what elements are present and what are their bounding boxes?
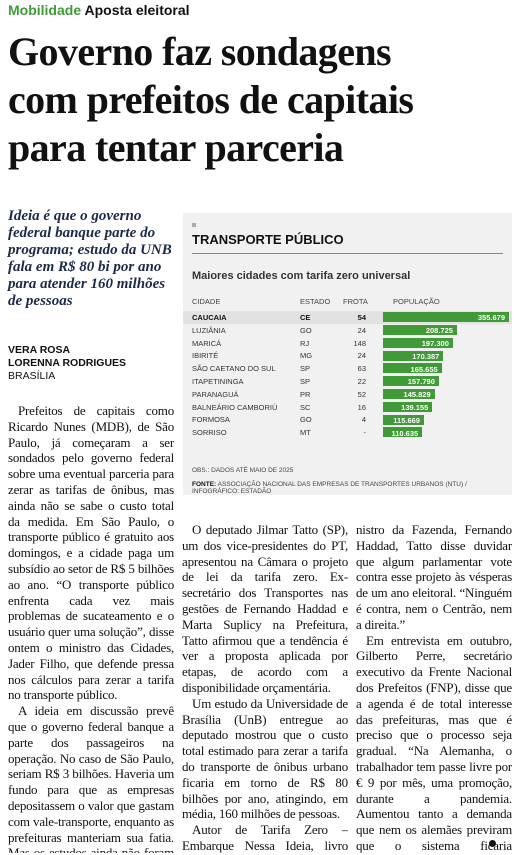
state: MT: [300, 428, 311, 438]
city: MARICÁ: [192, 338, 222, 348]
population-label: 110.635: [391, 428, 419, 438]
city: CAUCAIA: [192, 313, 227, 322]
body-column: O deputado Jilmar Tatto (SP), um dos vic…: [182, 522, 348, 855]
city: SORRISO: [192, 428, 227, 438]
paragraph: O deputado Jilmar Tatto (SP), um dos vic…: [182, 522, 348, 695]
population-bar: 355.679: [383, 312, 509, 322]
author: LORENNA RODRIGUES: [8, 357, 127, 369]
fleet: 52: [357, 389, 366, 399]
population-label: 157.790: [407, 377, 435, 387]
city: LUZIÂNIA: [192, 325, 226, 335]
paragraph: Um estudo da Universidade de Brasília (U…: [182, 695, 348, 822]
population-bar: 197.300: [383, 337, 453, 349]
city: PARANAGUÁ: [192, 389, 239, 399]
population-label: 208.725: [425, 326, 453, 336]
table-row: FORMOSA GO 4 115.669: [183, 413, 512, 426]
state: MG: [300, 351, 313, 361]
source-text: ASSOCIAÇÃO NACIONAL DAS EMPRESAS DE TRAN…: [192, 481, 467, 495]
city: IBIRITÉ: [192, 351, 219, 361]
city: FORMOSA: [192, 415, 230, 425]
table-row: CAUCAIA CE 54 355.679: [183, 311, 512, 324]
table-row: SÃO CAETANO DO SUL SP 63 165.655: [183, 362, 512, 375]
headline-line: Governo faz sondagens: [8, 29, 392, 74]
population-label: 165.655: [410, 364, 438, 374]
population-bar: 170.387: [383, 350, 444, 361]
population-label: 115.669: [393, 415, 420, 425]
deck: Ideia é que o governo federal banque par…: [8, 208, 172, 309]
population-bar: 139.155: [383, 401, 433, 413]
population-bar: 157.790: [383, 376, 439, 386]
column-header: FROTA: [343, 297, 368, 306]
paragraph: Autor de Tarifa Zero – Embarque Nessa Id…: [182, 822, 348, 855]
rule: [192, 253, 503, 254]
city: SÃO CAETANO DO SUL: [192, 364, 276, 374]
section: Mobilidade: [8, 2, 82, 18]
fleet: -: [363, 428, 367, 438]
paragraph: Em entrevista em outubro, Gilberto Perre…: [356, 632, 512, 855]
infographic-title: TRANSPORTE PÚBLICO: [192, 232, 344, 247]
state: SP: [300, 364, 311, 374]
dot: [192, 223, 196, 227]
infographic-subtitle: Maiores cidades com tarifa zero universa…: [192, 270, 411, 282]
table-row: LUZIÂNIA GO 24 208.725: [183, 324, 512, 337]
table-row: ITAPETININGA SP 22 157.790: [183, 375, 512, 388]
body-column: nistro da Fazenda, Fernando Haddad, Tatt…: [356, 522, 512, 855]
source-label: FONTE:: [192, 481, 217, 488]
table-row: IBIRITÉ MG 24 170.387: [183, 349, 512, 362]
table-row: PARANAGUÁ PR 52 145.829: [183, 388, 512, 401]
body-column: Prefeitos de capitais como Ricardo Nunes…: [8, 403, 174, 853]
population-bar: 145.829: [383, 389, 435, 399]
headline-line: com prefeitos de capitais: [8, 77, 414, 122]
tag: Aposta eleitoral: [84, 2, 190, 18]
headline: Governo faz sondagens com prefeitos de ca…: [8, 28, 414, 172]
city: BALNEÁRIO CAMBORIÚ: [192, 402, 278, 412]
city: ITAPETININGA: [192, 377, 244, 386]
state: GO: [300, 325, 312, 335]
table-row: MARICÁ RJ 148 197.300: [183, 337, 512, 350]
population-label: 197.300: [421, 339, 449, 349]
paragraph: Prefeitos de capitais como Ricardo Nunes…: [8, 403, 174, 703]
population-bar: 208.725: [383, 325, 457, 335]
location: BRASÍLIA: [8, 370, 56, 382]
note: OBS.: DADOS ATÉ MAIO DE 2025: [192, 467, 294, 474]
table-row: BALNEÁRIO CAMBORIÚ SC 16 139.155: [183, 401, 512, 414]
state: SC: [300, 402, 311, 412]
state: RJ: [300, 338, 310, 348]
section-header: Mobilidade Aposta eleitoral: [8, 2, 190, 18]
fleet: 4: [361, 415, 366, 425]
state: GO: [300, 415, 312, 425]
byline: VERA ROSA LORENNA RODRIGUES BRASÍLIA: [8, 344, 126, 383]
author: VERA ROSA: [8, 344, 71, 356]
population-label: 145.829: [403, 390, 431, 400]
fleet: 24: [357, 351, 366, 361]
state: SP: [300, 377, 311, 386]
population-bar: 165.655: [383, 363, 442, 374]
headline-line: para tentar parceria: [8, 125, 344, 170]
population-label: 139.155: [401, 403, 429, 413]
paragraph: A ideia em discussão prevê que o governo…: [8, 703, 174, 853]
population-bar: 110.635: [383, 427, 423, 438]
table-row: SORRISO MT - 110.635: [183, 426, 512, 439]
population-bar: 115.669: [383, 414, 424, 425]
population-label: 355.679: [477, 313, 505, 323]
population-label: 170.387: [412, 351, 440, 361]
fleet: 16: [357, 402, 366, 412]
source: FONTE: ASSOCIAÇÃO NACIONAL DAS EMPRESAS …: [192, 481, 512, 495]
fleet: 63: [357, 364, 366, 374]
column-header: POPULAÇÃO: [393, 297, 440, 306]
fleet: 22: [357, 377, 366, 386]
end-mark: [489, 840, 496, 847]
column-header: ESTADO: [300, 297, 331, 306]
fleet: 148: [353, 338, 366, 348]
state: CE: [300, 313, 311, 322]
column-header: CIDADE: [192, 297, 221, 306]
paragraph: nistro da Fazenda, Fernando Haddad, Tatt…: [356, 522, 512, 632]
infographic: TRANSPORTE PÚBLICO Maiores cidades com t…: [183, 213, 512, 495]
fleet: 24: [357, 325, 366, 335]
fleet: 54: [357, 313, 366, 322]
state: PR: [300, 389, 311, 399]
